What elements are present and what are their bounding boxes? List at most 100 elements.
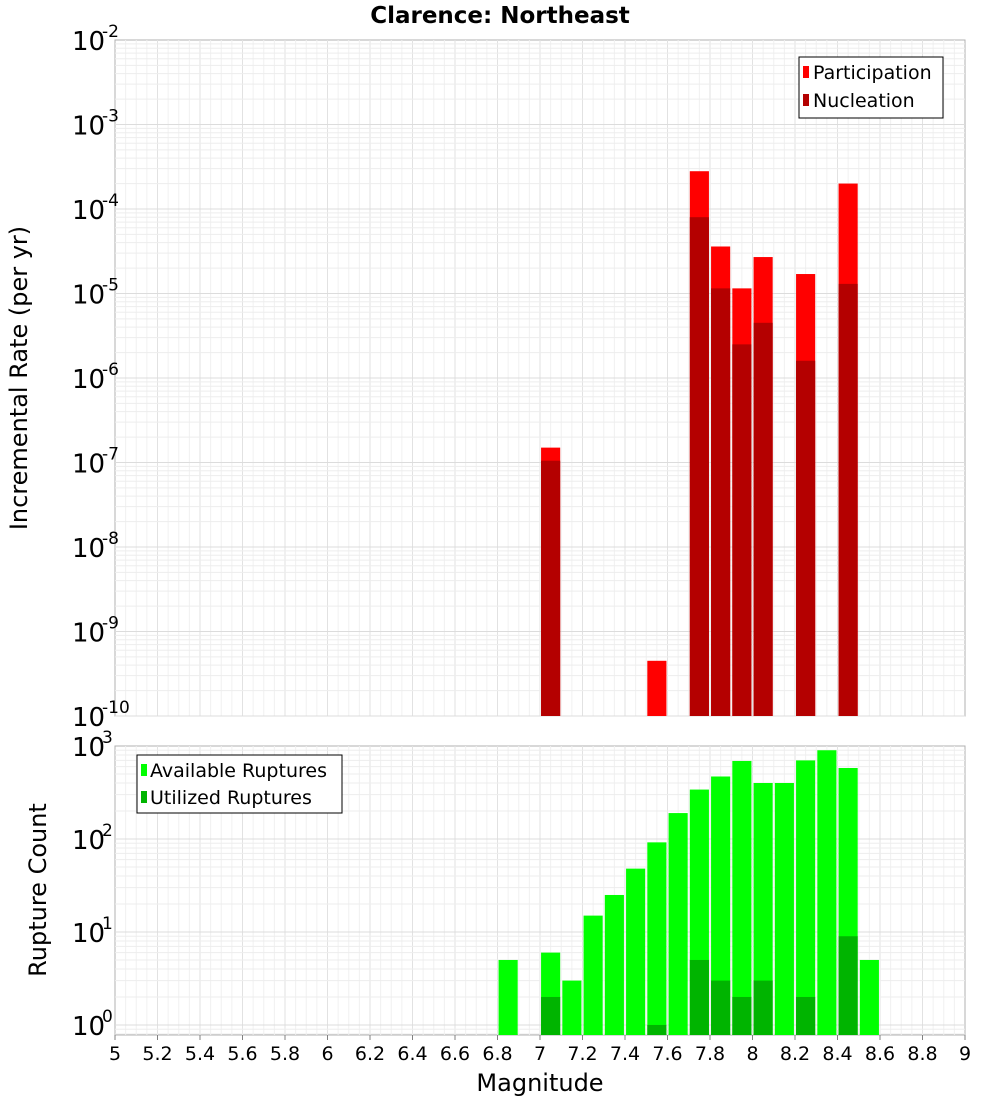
x-tick-label: 5.8 [270, 1043, 300, 1065]
x-tick-label: 8 [746, 1043, 758, 1065]
legend-swatch-nucleation [803, 94, 809, 106]
bar-available-ruptures [668, 813, 688, 1035]
x-tick-label: 8.4 [822, 1043, 852, 1065]
bar-available-ruptures [562, 980, 582, 1035]
y-tick-exp: 0 [102, 1007, 113, 1027]
bottom-bars [498, 750, 879, 1035]
y-tick-exp: -6 [102, 360, 119, 380]
legend-label-nucleation: Nucleation [813, 90, 915, 112]
bar-participation [647, 660, 667, 716]
x-tick-label: 8.8 [907, 1043, 937, 1065]
legend-swatch-utilized [141, 791, 147, 803]
y-tick-base: 10 [72, 112, 105, 142]
chart-title: Clarence: Northeast [370, 3, 630, 29]
x-tick-label: 6.8 [482, 1043, 512, 1065]
top-y-ticks: 10-210-310-410-510-610-710-810-910-10 [72, 22, 130, 733]
y-tick-exp: 2 [102, 821, 113, 841]
bar-available-ruptures [753, 783, 773, 1035]
bar-available-ruptures [774, 783, 794, 1035]
bar-utilized-ruptures [732, 996, 752, 1035]
bar-available-ruptures [796, 760, 816, 1035]
x-tick-label: 5.2 [142, 1043, 172, 1065]
y-tick-base: 10 [72, 450, 105, 480]
y-tick-label: 10-8 [72, 529, 119, 564]
bar-available-ruptures [647, 842, 667, 1035]
bar-utilized-ruptures [647, 1024, 667, 1035]
y-tick-exp: -8 [102, 529, 119, 549]
legend-label-utilized: Utilized Ruptures [150, 787, 312, 809]
legend-label-available: Available Ruptures [150, 760, 327, 782]
bar-available-ruptures [859, 959, 879, 1035]
top-bars [541, 171, 858, 716]
x-tick-label: 7.2 [567, 1043, 597, 1065]
y-tick-base: 10 [72, 703, 105, 733]
legend-swatch-participation [803, 66, 809, 78]
y-tick-label: 103 [72, 728, 113, 763]
y-tick-label: 102 [72, 821, 113, 856]
y-tick-label: 10-9 [72, 614, 119, 649]
y-tick-label: 10-2 [72, 22, 119, 57]
bar-available-ruptures [498, 959, 518, 1035]
x-tick-label: 7.8 [695, 1043, 725, 1065]
x-tick-label: 7 [534, 1043, 546, 1065]
y-tick-base: 10 [72, 27, 105, 57]
x-tick-label: 5.6 [227, 1043, 257, 1065]
x-tick-label: 5 [109, 1043, 121, 1065]
bar-available-ruptures [583, 915, 603, 1035]
x-ticks: 5 5.2 5.4 5.6 5.8 6 6.2 6.4 6.6 6.8 7 7.2 7.4 7.6 7.8 8… [109, 1035, 971, 1065]
bar-utilized-ruptures [838, 936, 858, 1035]
y-tick-base: 10 [72, 196, 105, 226]
y-tick-label: 10-4 [72, 191, 119, 226]
bar-available-ruptures [732, 760, 752, 1035]
y-tick-label: 10-10 [72, 698, 130, 733]
y-tick-base: 10 [72, 1012, 105, 1042]
bar-utilized-ruptures [796, 996, 816, 1035]
x-tick-label: 6 [321, 1043, 333, 1065]
y-tick-base: 10 [72, 619, 105, 649]
bar-nucleation [541, 460, 561, 716]
y-tick-exp: 3 [102, 728, 113, 748]
bar-nucleation [838, 283, 858, 716]
bar-utilized-ruptures [689, 959, 709, 1035]
y-tick-label: 100 [72, 1007, 113, 1042]
top-grid [115, 40, 965, 717]
y-tick-label: 10-3 [72, 107, 119, 142]
bar-available-ruptures [817, 750, 837, 1035]
y-tick-base: 10 [72, 365, 105, 395]
y-tick-base: 10 [72, 826, 105, 856]
x-tick-label: 5.4 [185, 1043, 215, 1065]
bar-nucleation [711, 288, 731, 716]
y-tick-exp: -4 [102, 191, 119, 211]
y-tick-exp: -10 [102, 698, 130, 718]
bar-available-ruptures [711, 776, 731, 1035]
y-tick-label: 10-6 [72, 360, 119, 395]
x-tick-label: 8.6 [865, 1043, 895, 1065]
bar-nucleation [796, 360, 816, 716]
bar-utilized-ruptures [541, 996, 561, 1035]
y-tick-exp: -2 [102, 22, 119, 42]
bar-available-ruptures [626, 868, 646, 1035]
y-tick-base: 10 [72, 733, 105, 763]
y-tick-exp: -3 [102, 107, 119, 127]
bar-nucleation [753, 322, 773, 716]
bar-nucleation [689, 217, 709, 716]
y-tick-label: 10-5 [72, 276, 119, 311]
x-tick-label: 6.2 [355, 1043, 385, 1065]
y-tick-exp: -9 [102, 614, 119, 634]
y-tick-base: 10 [72, 281, 105, 311]
y-tick-base: 10 [72, 534, 105, 564]
x-tick-label: 7.4 [610, 1043, 640, 1065]
bottom-legend: Available Ruptures Utilized Ruptures [136, 754, 343, 814]
legend-label-participation: Participation [813, 62, 932, 84]
bar-nucleation [732, 344, 752, 716]
bottom-legend-box [136, 754, 343, 814]
x-tick-label: 7.6 [652, 1043, 682, 1065]
top-legend-box [798, 56, 944, 119]
y-tick-label: 10-7 [72, 445, 119, 480]
y-tick-exp: -7 [102, 445, 119, 465]
top-y-axis-label: Incremental Rate (per yr) [5, 226, 33, 530]
y-tick-exp: 1 [102, 914, 113, 934]
